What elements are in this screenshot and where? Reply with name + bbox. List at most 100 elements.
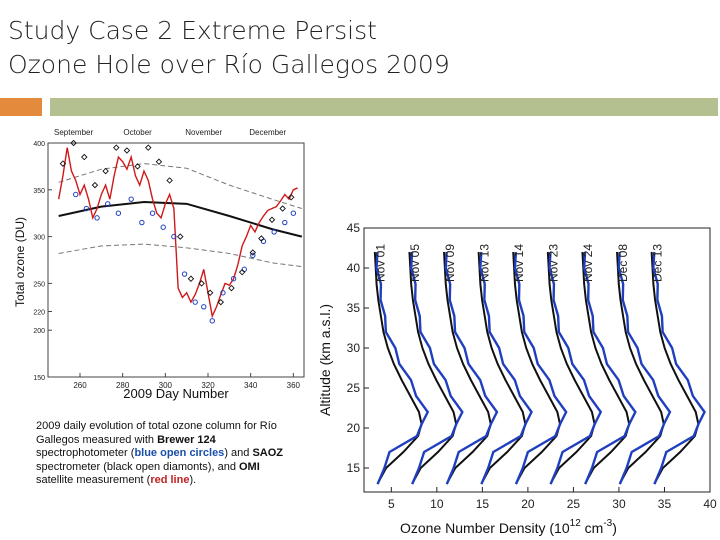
y-axis-label: Altitude (km a.s.l.): [317, 304, 333, 416]
saoz-point: [145, 144, 152, 151]
saoz-point: [177, 233, 184, 240]
climatology-profile: [650, 251, 700, 485]
x-tick-label: 340: [244, 381, 258, 390]
brewer-point: [139, 219, 145, 226]
y-tick-label: 250: [33, 281, 45, 288]
brewer-point: [282, 219, 288, 226]
saoz-point: [228, 284, 235, 292]
x-label-exp: 12: [570, 518, 582, 529]
brewer-point: [181, 271, 188, 277]
saoz-point: [113, 144, 120, 151]
ozone-profile: [513, 251, 568, 485]
profile-date-label: Nov 23: [547, 244, 561, 282]
saoz-point: [155, 158, 163, 165]
x-tick-label: 20: [521, 497, 535, 511]
profile-date-label: Nov 13: [477, 244, 491, 282]
saoz-point: [123, 147, 131, 154]
saoz-point: [198, 280, 205, 287]
ozone-profile: [444, 251, 499, 485]
x-tick-label: 300: [159, 381, 173, 390]
figure-caption: 2009 daily evolution of total ozone colu…: [36, 420, 296, 488]
y-tick-label: 200: [33, 328, 45, 335]
caption-brewer: Brewer 124: [157, 433, 216, 446]
profile-date-label: Nov 24: [581, 244, 595, 282]
y-tick-label: 45: [347, 221, 361, 235]
saoz-point: [134, 163, 141, 170]
saoz-point: [59, 160, 67, 167]
saoz-point: [91, 181, 99, 189]
saoz-point: [217, 298, 225, 306]
y-tick-label: 40: [347, 261, 361, 275]
brewer-point: [271, 229, 277, 235]
ozone-profile: [582, 251, 637, 485]
ozone-profile: [548, 251, 603, 485]
saoz-point: [206, 289, 214, 296]
y-tick-label: 220: [33, 309, 45, 316]
title-line-1: Study Case 2 Extreme Persist: [8, 16, 377, 45]
caption-part-4: spectrometer (black open diamonts), and: [36, 460, 239, 473]
saoz-point: [81, 153, 88, 161]
x-label-end: ): [612, 520, 617, 536]
y-tick-label: 350: [33, 188, 45, 195]
month-label: November: [185, 128, 222, 137]
brewer-point: [160, 224, 166, 230]
slide-title: Study Case 2 Extreme Persist Ozone Hole …: [8, 14, 708, 82]
brewer-point: [73, 191, 79, 198]
brewer-point: [230, 276, 237, 282]
accent-bar-green: [50, 98, 718, 116]
climatology-line: [58, 200, 303, 238]
x-tick-label: 35: [658, 497, 672, 511]
x-tick-label: 260: [73, 381, 87, 390]
climatology-profile: [512, 251, 561, 485]
saoz-point: [187, 275, 195, 282]
x-tick-label: 15: [476, 497, 490, 511]
y-tick-label: 150: [33, 375, 45, 382]
x-axis-label: 2009 Day Number: [123, 386, 229, 401]
brewer-point: [209, 318, 215, 324]
climatology-profile: [408, 251, 458, 485]
climatology-profile: [443, 251, 492, 485]
x-tick-label: 360: [287, 381, 301, 390]
saoz-point: [102, 167, 109, 175]
saoz-point: [258, 235, 265, 242]
brewer-point: [115, 210, 122, 216]
x-tick-label: 40: [703, 497, 717, 511]
accent-bar-orange: [0, 98, 42, 116]
ozone-profile: [652, 251, 706, 485]
month-label: September: [54, 128, 93, 137]
total-ozone-chart: September October November December 260 280 3…: [13, 128, 305, 401]
brewer-point: [171, 233, 177, 240]
brewer-point: [94, 215, 100, 221]
brewer-point: [105, 201, 111, 207]
omi-line: [57, 147, 298, 319]
brewer-point: [192, 299, 198, 305]
y-tick-label: 35: [347, 301, 361, 315]
brewer-point: [83, 205, 90, 212]
brewer-point: [290, 210, 297, 216]
ozone-profile-chart: 5 10 15 20 25 30 35 40 15 20 25 30 35 40 45 Nov 01 Nov …: [317, 221, 717, 536]
profile-date-label: Dec 08: [616, 244, 630, 282]
caption-saoz: SAOZ: [252, 447, 284, 460]
profile-date-label: Nov 01: [374, 244, 388, 282]
saoz-point: [70, 139, 77, 147]
y-tick-label: 400: [33, 141, 45, 148]
y-tick-label: 25: [347, 381, 361, 395]
climatology-profile: [477, 251, 527, 485]
caption-blue: blue open circles: [134, 447, 225, 460]
y-tick-label: 300: [33, 235, 45, 242]
brewer-point: [128, 196, 134, 202]
climatology-profile: [616, 251, 665, 485]
x-tick-label: 30: [612, 497, 626, 511]
saoz-point: [166, 177, 173, 184]
x-tick-label: 5: [388, 497, 395, 511]
caption-part-6: ).: [189, 474, 197, 487]
saoz-point: [287, 194, 295, 201]
x-tick-label: 25: [567, 497, 581, 511]
climatology-profile: [373, 251, 423, 485]
brewer-point: [149, 210, 156, 216]
ozone-profile: [617, 251, 672, 485]
caption-part-5: satellite measurement (: [36, 474, 151, 487]
x-tick-label: 320: [201, 381, 215, 390]
y-tick-label: 15: [347, 461, 361, 475]
caption-part-3: ) and: [224, 447, 253, 460]
